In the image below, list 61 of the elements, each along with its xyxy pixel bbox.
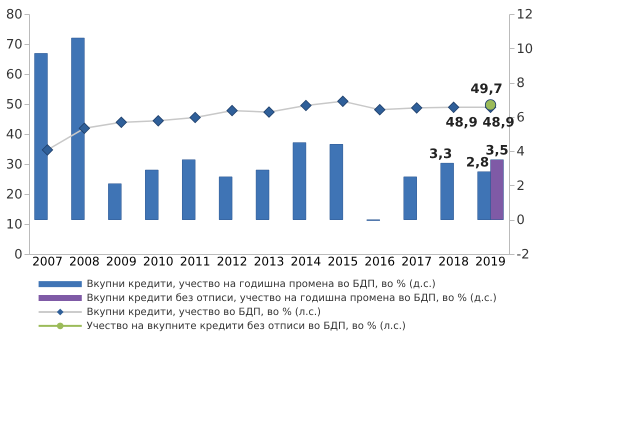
y2-tick-label: 2 [516, 178, 525, 194]
y2-tick-label: 10 [516, 42, 534, 57]
x-tick-label: 2018 [438, 254, 469, 268]
point [448, 102, 460, 113]
data-label: 48,9 [482, 115, 515, 130]
point [337, 96, 348, 107]
legend-label: Учество на вкупните кредити без отписи во БДП, во % (л.с.) [86, 320, 406, 332]
y2-tick-label: 12 [516, 8, 534, 22]
point [300, 100, 312, 112]
point [116, 116, 127, 128]
y-tick-label: 20 [6, 188, 22, 202]
bar [330, 144, 344, 220]
x-tick-label: 2019 [475, 254, 506, 268]
bar [440, 162, 454, 220]
x-tick-label: 2016 [364, 254, 396, 268]
point [226, 104, 238, 116]
y2-tick-label: 0 [516, 213, 525, 228]
point [190, 112, 201, 124]
y-tick-label: 30 [6, 158, 22, 172]
legend-label: Вкупни кредити, учество на годишна промена во БДП, во % (д.с.) [86, 279, 436, 290]
x-tick-label: 2007 [32, 254, 63, 268]
y2-tick-label: 8 [516, 76, 525, 92]
legend-label: Вкупни кредити без отписи, учество на годишна промена во БДП, во % (д.с.) [86, 293, 497, 304]
bar [145, 170, 158, 220]
y-tick-label: 10 [6, 218, 22, 232]
point [263, 106, 275, 118]
point [78, 122, 90, 134]
y-tick-label: 0 [14, 248, 22, 262]
y-tick-label: 70 [6, 38, 22, 52]
y-tick-label: 40 [6, 128, 22, 142]
x-tick-label: 2015 [328, 254, 358, 268]
bar [182, 159, 196, 220]
point [411, 102, 422, 114]
x-tick-label: 2011 [180, 254, 210, 268]
data-label: 49,7 [470, 82, 503, 97]
bar [108, 183, 122, 220]
x-tick-label: 2017 [401, 254, 432, 268]
x-tick-label: 2008 [69, 254, 100, 268]
legend-label: Вкупни кредити, учество во БДП, во % (л.с.) [86, 306, 322, 318]
x-tick-label: 2014 [290, 254, 322, 268]
y-tick-label: 50 [6, 98, 22, 112]
x-tick-label: 2013 [254, 254, 284, 268]
bar [218, 176, 232, 220]
x-tick-label: 2010 [142, 254, 174, 268]
data-label: 3,3 [429, 147, 452, 162]
data-label: 2,8 [466, 156, 490, 171]
data-label: 48,9 [446, 115, 478, 130]
bar [256, 170, 270, 220]
y2-tick-label: 6 [516, 110, 525, 126]
bar [292, 142, 306, 220]
point [152, 115, 164, 126]
point [42, 144, 54, 156]
point [374, 104, 386, 116]
y2-tick-label: 4 [516, 144, 525, 160]
x-tick-label: 2012 [216, 254, 248, 268]
y2-tick-label: -2 [516, 248, 530, 262]
x-tick-label: 2009 [106, 254, 137, 268]
y-tick-label: 60 [6, 68, 22, 82]
bar [404, 176, 417, 220]
point [484, 99, 496, 111]
y-tick-label: 80 [6, 8, 22, 22]
